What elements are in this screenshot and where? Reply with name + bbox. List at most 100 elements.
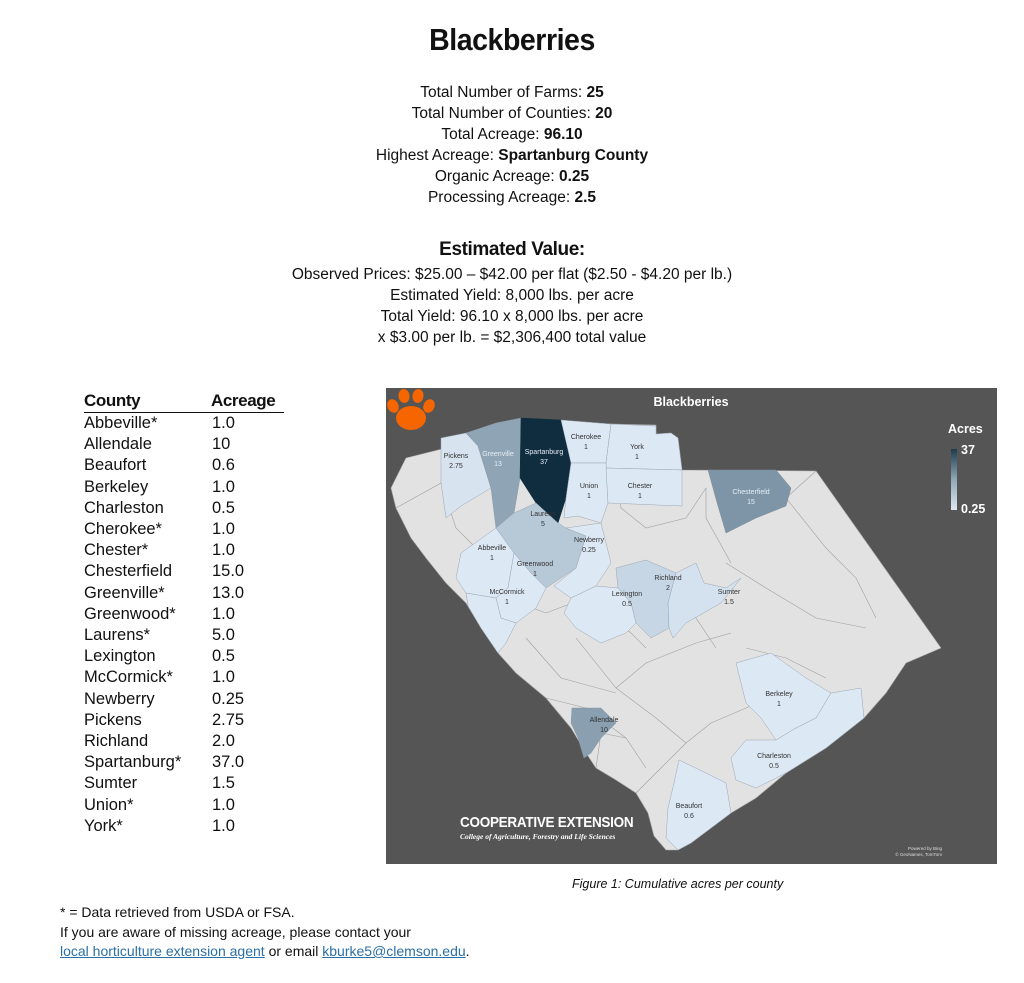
tiger-paw-icon <box>387 389 435 430</box>
total-yield: Total Yield: 96.10 x 8,000 lbs. per acre <box>380 308 644 325</box>
county-acreage: 10 <box>212 435 231 454</box>
map-label-richland: Richland 2 <box>654 575 682 592</box>
county-mccormick <box>465 592 517 654</box>
county-name: Spartanburg* <box>84 753 182 772</box>
map-label-greenville: Greenville 13 <box>482 451 514 468</box>
table-row: Chester* 1.0 <box>84 540 284 561</box>
stat-label: Organic Acreage: <box>434 168 559 185</box>
county-name: Pickens <box>84 710 142 729</box>
county-name: Chesterfield <box>84 562 173 581</box>
map-label-newberry: Newberry 0.25 <box>574 537 604 554</box>
map-credit: Powered by Bing © GeoNames, TomTom <box>895 846 942 858</box>
county-acreage: 0.5 <box>212 647 235 666</box>
estimated-yield: Estimated Yield: 8,000 lbs. per acre <box>390 287 634 304</box>
stat-label: Total Number of Farms: <box>420 84 587 101</box>
stat-value: 25 <box>586 84 604 101</box>
table-row: Laurens* 5.0 <box>84 625 284 646</box>
contact-line: If you are aware of missing acreage, ple… <box>60 923 411 940</box>
stat-value: 96.10 <box>543 126 583 143</box>
table-row: Union* 1.0 <box>84 795 284 816</box>
county-acreage: 15.0 <box>212 562 245 581</box>
table-row: Spartanburg* 37.0 <box>84 752 284 773</box>
table-row: Cherokee* 1.0 <box>84 519 284 540</box>
county-name: Union* <box>84 795 134 814</box>
county-name: McCormick* <box>84 668 173 687</box>
county-charleston <box>730 687 865 789</box>
map-label-berkeley: Berkeley 1 <box>765 691 793 708</box>
stat-value: 0.25 <box>558 168 590 185</box>
observed-prices: Observed Prices: $25.00 – $42.00 per fla… <box>291 266 733 283</box>
county-acreage: 37.0 <box>212 753 245 772</box>
header-county: County <box>84 391 141 410</box>
map-label-greenwood: Greenwood 1 <box>516 561 554 578</box>
map-label-abbeville: Abbeville 1 <box>477 545 507 562</box>
extension-agent-link[interactable]: local horticulture extension agent <box>60 943 265 959</box>
page-title: Blackberries <box>429 22 595 57</box>
estimated-value-section: Observed Prices: $25.00 – $42.00 per fla… <box>0 264 1024 348</box>
county-acreage: 1.5 <box>212 774 235 793</box>
county-acreage: 1.0 <box>212 604 235 623</box>
map-label-laurens: Laurens 5 <box>530 511 556 528</box>
table-row: Chesterfield 15.0 <box>84 561 284 582</box>
county-acreage: 1.0 <box>212 541 235 560</box>
county-acreage: 13.0 <box>212 583 245 602</box>
county-lexington <box>563 585 637 644</box>
map-label-allendale: Allendale 10 <box>589 717 619 734</box>
county-acreage: 1.0 <box>212 477 235 496</box>
map-label-charleston: Charleston 0.5 <box>757 753 791 770</box>
contact-links-line: local horticulture extension agent or em… <box>60 942 470 962</box>
table-row: Beaufort 0.6 <box>84 455 284 476</box>
table-row: Sumter 1.5 <box>84 773 284 794</box>
map-label-spartanburg: Spartanburg 37 <box>524 449 564 466</box>
county-acreage: 0.5 <box>212 498 235 517</box>
map-label-pickens: Pickens 2.75 <box>443 453 469 470</box>
stat-label: Highest Acreage: <box>375 147 499 164</box>
map-label-sumter: Sumter 1.5 <box>717 589 741 606</box>
stat-value: Spartanburg County <box>498 147 649 164</box>
logo-subtitle: College of Agriculture, Forestry and Lif… <box>460 832 616 841</box>
county-acreage: 5.0 <box>212 626 235 645</box>
county-name: York* <box>84 816 123 835</box>
stat-value: 2.5 <box>574 189 597 206</box>
table-header: County Acreage <box>84 391 284 413</box>
county-acreage: 1.0 <box>212 668 235 687</box>
county-acreage: 1.0 <box>212 414 235 432</box>
county-allendale <box>570 707 617 759</box>
table-row: Berkeley 1.0 <box>84 477 284 498</box>
county-acreage: 1.0 <box>212 816 235 835</box>
legend-gradient <box>951 449 957 510</box>
county-acreage: 0.25 <box>212 689 245 708</box>
county-name: Beaufort <box>84 456 147 475</box>
county-name: Allendale <box>84 435 152 454</box>
county-chesterfield <box>707 469 792 534</box>
county-name: Greenville* <box>84 583 165 602</box>
county-name: Lexington <box>84 647 156 666</box>
table-row: Charleston 0.5 <box>84 498 284 519</box>
county-beaufort <box>665 759 732 851</box>
county-name: Newberry <box>84 689 155 708</box>
legend-title: Acres <box>948 422 983 436</box>
table-row: McCormick* 1.0 <box>84 667 284 688</box>
legend-max: 37 <box>961 443 975 457</box>
stat-organic: Organic Acreage: 0.25 <box>0 166 1024 187</box>
logo-title: COOPERATIVE EXTENSION <box>460 814 634 831</box>
stat-highest: Highest Acreage: Spartanburg County <box>0 145 1024 166</box>
table-row: Richland 2.0 <box>84 731 284 752</box>
county-name: Sumter <box>84 774 138 793</box>
sc-county-map <box>390 417 942 851</box>
summary-stats: Total Number of Farms: 25 Total Number o… <box>0 82 1024 208</box>
footer-notes: * = Data retrieved from USDA or FSA. If … <box>60 903 470 962</box>
stat-processing: Processing Acreage: 2.5 <box>0 187 1024 208</box>
stat-farms: Total Number of Farms: 25 <box>0 82 1024 103</box>
email-link[interactable]: kburke5@clemson.edu <box>322 943 466 959</box>
table-row: York* 1.0 <box>84 816 284 837</box>
map-label-york: York 1 <box>630 444 644 461</box>
table-row: Greenwood* 1.0 <box>84 604 284 625</box>
map-label-mccormick: McCormick 1 <box>489 589 525 606</box>
county-name: Charleston <box>84 498 164 517</box>
map-label-cherokee: Cherokee 1 <box>570 434 602 451</box>
county-acreage: 2.75 <box>212 710 245 729</box>
county-name: Abbeville* <box>84 414 158 432</box>
map-label-lexington: Lexington 0.5 <box>611 591 643 608</box>
legend-min: 0.25 <box>961 502 986 516</box>
